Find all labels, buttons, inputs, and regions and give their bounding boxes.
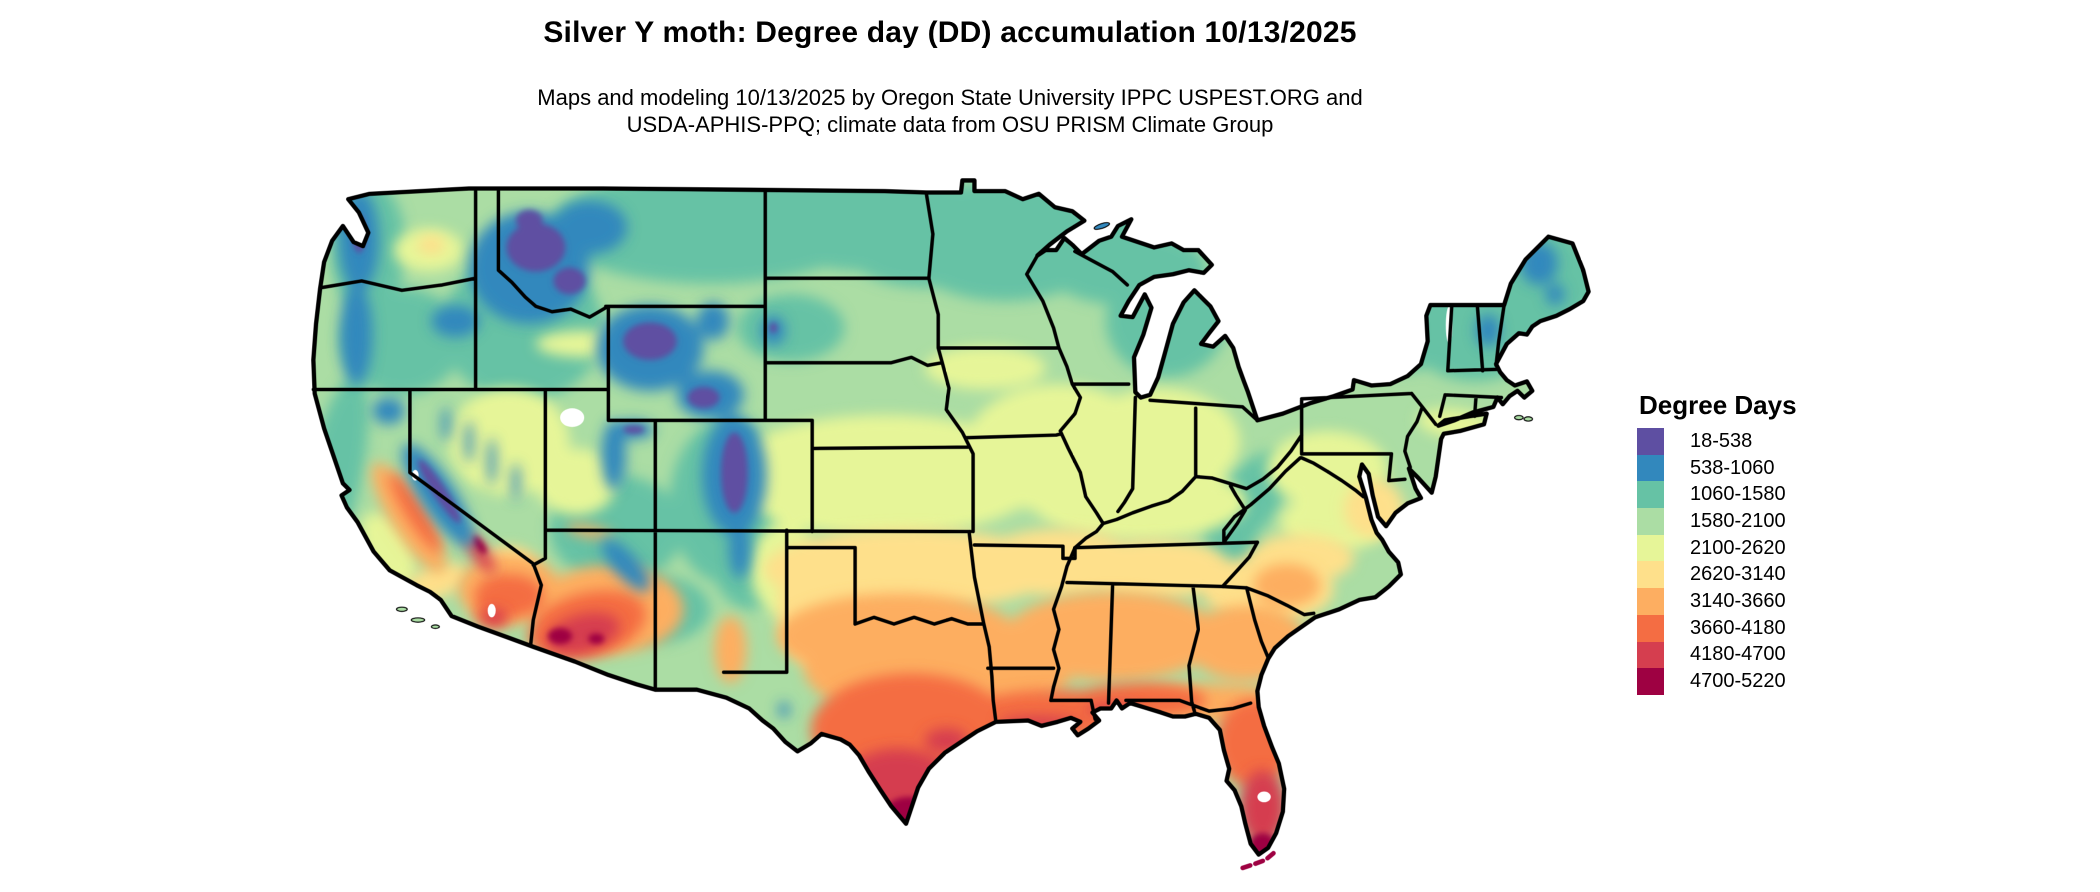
legend-swatch-2100-2620 bbox=[1637, 534, 1664, 562]
state-borders bbox=[311, 189, 1506, 724]
legend-label: 4700-5220 bbox=[1690, 670, 1786, 693]
legend-label: 2100-2620 bbox=[1690, 536, 1786, 559]
legend-row: 4700-5220 bbox=[1637, 668, 1797, 695]
legend-row: 3140-3660 bbox=[1637, 588, 1797, 615]
legend-swatch-4700-5220 bbox=[1637, 668, 1664, 695]
legend-label: 18-538 bbox=[1690, 429, 1753, 452]
offshore-islands bbox=[395, 222, 1534, 629]
legend-row: 1060-1580 bbox=[1637, 481, 1797, 509]
legend-row: 2100-2620 bbox=[1637, 534, 1797, 562]
legend-row: 538-1060 bbox=[1637, 454, 1797, 482]
legend-label: 4180-4700 bbox=[1690, 643, 1786, 666]
page-subtitle: Maps and modeling 10/13/2025 by Oregon S… bbox=[0, 84, 1900, 138]
legend-swatch-1580-2100 bbox=[1637, 508, 1664, 535]
legend-label: 3140-3660 bbox=[1690, 589, 1786, 612]
legend-label: 538-1060 bbox=[1690, 456, 1775, 479]
legend-label: 1580-2100 bbox=[1690, 509, 1786, 532]
legend-swatch-2620-3140 bbox=[1637, 561, 1664, 589]
legend-label: 1060-1580 bbox=[1690, 483, 1786, 506]
legend-swatch-18-538 bbox=[1637, 428, 1664, 455]
subtitle-line-2: USDA-APHIS-PPQ; climate data from OSU PR… bbox=[626, 112, 1274, 137]
legend-row: 1580-2100 bbox=[1637, 508, 1797, 535]
dd-zone-18-538 bbox=[352, 209, 778, 524]
florida-keys bbox=[1240, 850, 1276, 871]
legend-row: 2620-3140 bbox=[1637, 561, 1797, 589]
legend-title: Degree Days bbox=[1639, 390, 1797, 420]
legend-swatch-538-1060 bbox=[1637, 454, 1664, 482]
legend-row: 4180-4700 bbox=[1637, 641, 1797, 669]
legend-row: 18-538 bbox=[1637, 428, 1797, 455]
legend-swatch-3660-4180 bbox=[1637, 614, 1664, 642]
subtitle-line-1: Maps and modeling 10/13/2025 by Oregon S… bbox=[537, 85, 1363, 110]
legend-label: 2620-3140 bbox=[1690, 563, 1786, 586]
legend-row: 3660-4180 bbox=[1637, 614, 1797, 642]
legend-swatch-4180-4700 bbox=[1637, 641, 1664, 669]
dd-zone-2100-2620 bbox=[361, 228, 1498, 616]
map-svg bbox=[308, 167, 1602, 871]
legend-swatch-3140-3660 bbox=[1637, 588, 1664, 615]
legend-swatch-1060-1580 bbox=[1637, 481, 1664, 509]
page-title: Silver Y moth: Degree day (DD) accumulat… bbox=[543, 16, 1357, 49]
us-degree-day-map bbox=[308, 167, 1602, 884]
legend: Degree Days 18-538 538-1060 1060-1580 15… bbox=[1637, 390, 1797, 695]
legend-label: 3660-4180 bbox=[1690, 616, 1786, 639]
